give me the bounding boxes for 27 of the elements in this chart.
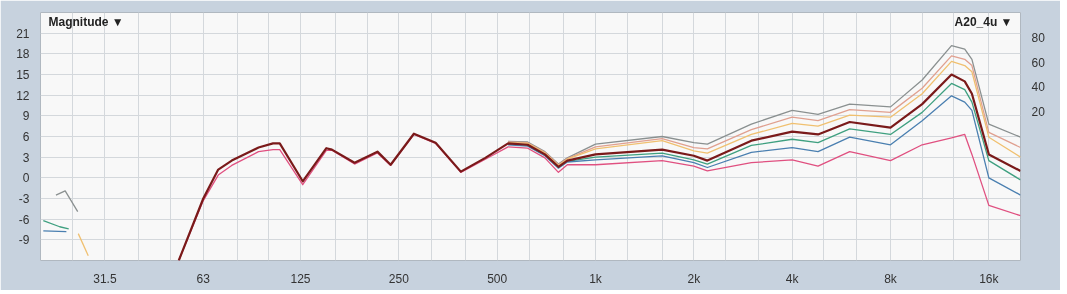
y-tick-label: 18 — [16, 47, 30, 62]
y-tick-label: -9 — [18, 233, 30, 248]
x-tick-label: 500 — [487, 271, 508, 286]
x-tick-label: 250 — [388, 271, 410, 286]
x-tick-label: 1k — [589, 271, 603, 286]
chart-title: Magnitude ▼ — [48, 14, 124, 29]
x-tick-label: 4k — [785, 271, 800, 286]
x-tick-label: 2k — [687, 271, 702, 286]
x-tick-label: 8k — [884, 271, 898, 286]
y-tick-label: 9 — [22, 109, 30, 124]
x-tick-label: 125 — [290, 271, 311, 286]
y2-tick-label: 40 — [1031, 80, 1046, 95]
y2-tick-label: 60 — [1031, 55, 1046, 70]
y-tick-label: 6 — [22, 130, 30, 144]
y-tick-label: 12 — [16, 88, 30, 103]
y2-tick-label: 80 — [1031, 30, 1046, 45]
y-tick-label: 21 — [16, 26, 30, 41]
y2-tick-label: 20 — [1031, 105, 1046, 120]
x-tick-label: 63 — [196, 271, 211, 286]
y-tick-label: 15 — [16, 68, 30, 82]
x-tick-label: 31.5 — [93, 271, 117, 286]
x-tick-label: 16k — [979, 271, 1000, 286]
y-tick-label: 3 — [22, 150, 30, 165]
y-tick-label: 0 — [22, 171, 30, 186]
annotation: A20_4u ▼ — [954, 14, 1013, 29]
y-tick-label: -3 — [18, 192, 30, 206]
y-tick-label: -6 — [18, 212, 30, 227]
